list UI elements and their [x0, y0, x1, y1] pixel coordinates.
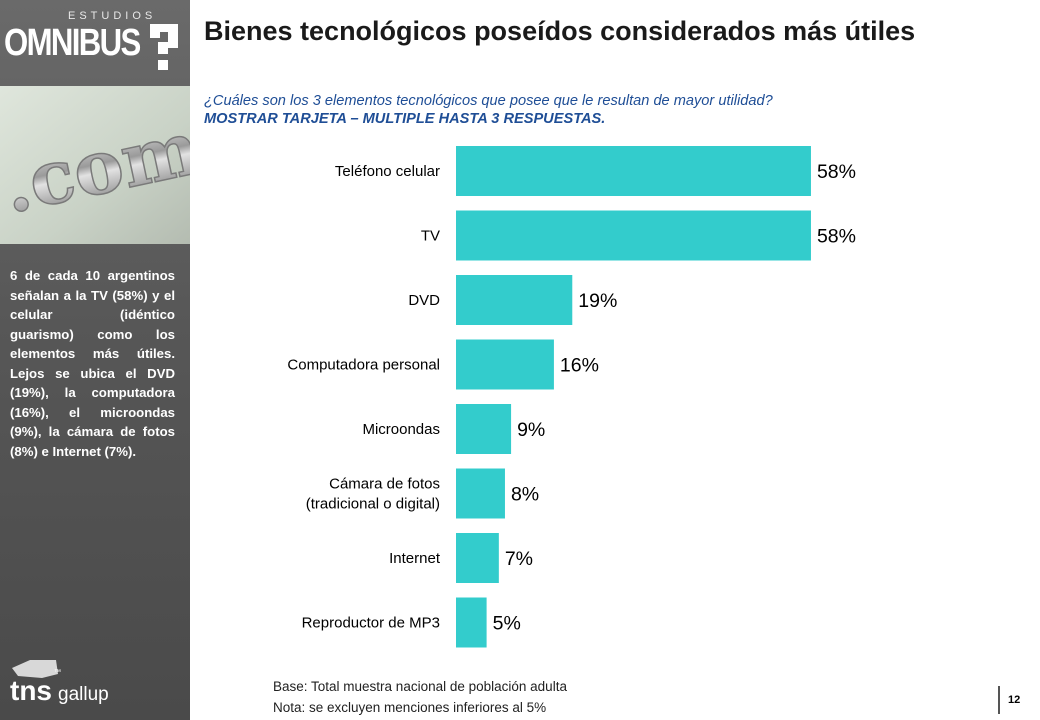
bar-6 — [456, 533, 499, 583]
sidebar-summary: 6 de cada 10 argentinos señalan a la TV … — [10, 268, 175, 459]
value-label-0: 58% — [817, 161, 856, 183]
bar-1 — [456, 210, 811, 261]
category-label-5-0: Cámara de fotos — [329, 476, 440, 493]
bar-7 — [456, 597, 487, 648]
value-label-3: 16% — [560, 355, 599, 377]
bar-3 — [456, 339, 554, 390]
question-mark-icon — [150, 24, 178, 70]
logo-omnibus-text: OMNIBUS — [4, 22, 141, 64]
page-title: Bienes tecnológicos poseídos considerado… — [204, 16, 916, 46]
sidebar: ESTUDIOS OMNIBUS .com 6 de cada 10 argen… — [0, 0, 190, 720]
survey-question: ¿Cuáles son los 3 elementos tecnológicos… — [204, 92, 1024, 128]
category-label-1: TV — [421, 228, 440, 245]
category-label-5-1: (tradicional o digital) — [306, 496, 440, 513]
bar-4 — [456, 404, 512, 454]
brand-trademark: ™ — [54, 669, 61, 676]
brand-tns-text: tns — [10, 675, 52, 706]
brand-gallup-text: gallup — [58, 684, 109, 705]
footnotes: Base: Total muestra nacional de població… — [273, 676, 567, 718]
category-label-3: Computadora personal — [287, 357, 440, 374]
logo-studios-text: ESTUDIOS — [68, 10, 157, 22]
value-label-4: 9% — [517, 419, 545, 441]
omnibus-logo: ESTUDIOS OMNIBUS — [0, 0, 190, 86]
category-label-0: Teléfono celular — [335, 163, 440, 180]
question-text: ¿Cuáles son los 3 elementos tecnológicos… — [204, 93, 773, 109]
page-number: 12 — [998, 686, 1020, 714]
exclusion-note: Nota: se excluyen menciones inferiores a… — [273, 700, 547, 715]
value-label-5: 8% — [511, 484, 539, 506]
bar-5 — [456, 468, 505, 519]
base-note: Base: Total muestra nacional de població… — [273, 679, 567, 694]
dot-com-photo: .com — [0, 86, 190, 244]
category-label-7: Reproductor de MP3 — [302, 615, 440, 632]
category-label-4: Microondas — [362, 421, 440, 438]
tns-gallup-logo: tns gallup ™ — [10, 660, 109, 706]
value-label-6: 7% — [505, 548, 533, 570]
bar-2 — [456, 275, 573, 325]
bar-chart: 58% Teléfono celular 58% TV 19% DVD 16% Computa… — [287, 146, 856, 648]
category-label-2: DVD — [408, 292, 440, 309]
category-label-6: Internet — [389, 550, 441, 567]
bar-0 — [456, 146, 811, 196]
value-label-2: 19% — [578, 290, 617, 312]
value-label-1: 58% — [817, 226, 856, 248]
value-label-7: 5% — [493, 613, 521, 635]
question-instruction: MOSTRAR TARJETA – MULTIPLE HASTA 3 RESPU… — [204, 111, 606, 127]
